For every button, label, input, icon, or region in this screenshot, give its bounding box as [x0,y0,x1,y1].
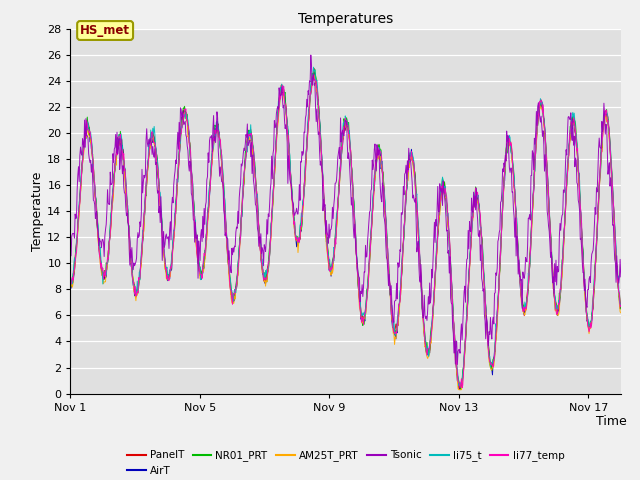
Title: Temperatures: Temperatures [298,12,393,26]
Y-axis label: Temperature: Temperature [31,171,44,251]
X-axis label: Time: Time [596,416,627,429]
Legend: PanelT, AirT, NR01_PRT, AM25T_PRT, Tsonic, li75_t, li77_temp: PanelT, AirT, NR01_PRT, AM25T_PRT, Tsoni… [123,446,568,480]
Text: HS_met: HS_met [80,24,130,37]
